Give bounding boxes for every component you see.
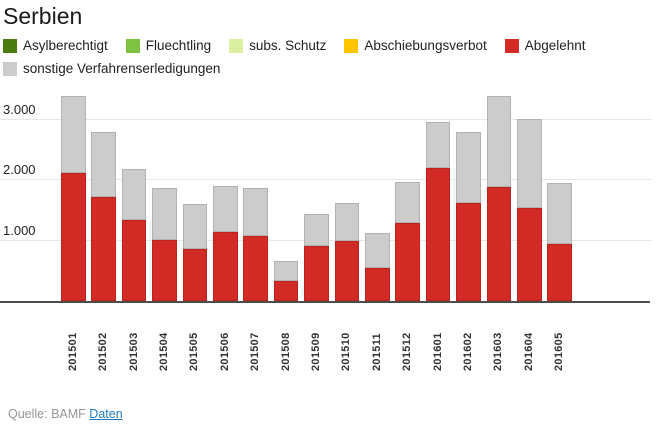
bar-segment-abgelehnt[interactable] bbox=[61, 172, 86, 301]
legend-swatch-fluechtling bbox=[125, 38, 140, 53]
legend-item-fluechtling: Fluechtling bbox=[125, 38, 212, 53]
x-axis-tick-label: 201602 bbox=[462, 332, 474, 371]
bar-segment-sonstige[interactable] bbox=[182, 203, 208, 249]
bar-segment-sonstige[interactable] bbox=[304, 213, 329, 247]
x-axis-tick-label: 201502 bbox=[97, 332, 110, 371]
bar-201603[interactable] bbox=[486, 95, 512, 301]
y-axis-tick-label: 1.000 bbox=[3, 222, 36, 238]
bar-201510[interactable] bbox=[334, 203, 360, 301]
legend-item-subs-schutz: subs. Schutz bbox=[229, 38, 326, 53]
legend-label-subs-schutz: subs. Schutz bbox=[249, 38, 327, 53]
bar-201512[interactable] bbox=[395, 182, 420, 301]
bar-201602[interactable] bbox=[456, 131, 481, 301]
bar-201605[interactable] bbox=[547, 183, 572, 301]
legend-swatch-asylberechtigt bbox=[3, 38, 17, 53]
legend-label-sonstige: sonstige Verfahrenserledigungen bbox=[23, 61, 221, 76]
chart-title: Serbien bbox=[3, 3, 83, 29]
legend-label-abgelehnt: Abgelehnt bbox=[524, 38, 586, 53]
bar-segment-sonstige[interactable] bbox=[152, 187, 177, 240]
bar-segment-sonstige[interactable] bbox=[91, 132, 116, 197]
legend-item-sonstige: sonstige Verfahrenserledigungen bbox=[3, 61, 220, 76]
bar-segment-abgelehnt[interactable] bbox=[243, 236, 268, 301]
x-axis-tick-label: 201505 bbox=[188, 332, 201, 371]
source-link[interactable]: Daten bbox=[89, 407, 123, 421]
legend-swatch-sonstige bbox=[3, 61, 17, 76]
plot-area: 1.000 2.000 3.000 bbox=[0, 89, 656, 303]
x-axis-tick-label: 201506 bbox=[218, 332, 231, 371]
bar-201503[interactable] bbox=[121, 168, 147, 301]
bar-segment-sonstige[interactable] bbox=[486, 95, 512, 187]
bar-segment-abgelehnt[interactable] bbox=[121, 220, 147, 301]
bar-segment-sonstige[interactable] bbox=[243, 188, 268, 237]
bar-segment-abgelehnt[interactable] bbox=[365, 267, 390, 301]
bar-segment-abgelehnt[interactable] bbox=[456, 202, 481, 301]
bar-201501[interactable] bbox=[61, 95, 86, 301]
bar-segment-abgelehnt[interactable] bbox=[395, 222, 420, 301]
bar-201507[interactable] bbox=[243, 188, 268, 301]
bar-segment-sonstige[interactable] bbox=[213, 186, 238, 233]
x-axis-tick-label: 201510 bbox=[340, 332, 353, 371]
bar-segment-abgelehnt[interactable] bbox=[547, 244, 572, 301]
x-axis-tick-label: 201511 bbox=[370, 333, 383, 371]
bar-segment-sonstige[interactable] bbox=[425, 121, 451, 169]
bar-201604[interactable] bbox=[517, 118, 542, 301]
x-axis-tick-label: 201504 bbox=[158, 332, 170, 371]
bar-segment-abgelehnt[interactable] bbox=[182, 248, 208, 301]
bar-segment-abgelehnt[interactable] bbox=[304, 246, 329, 301]
bar-segment-sonstige[interactable] bbox=[334, 203, 360, 241]
x-axis-tick-label: 201508 bbox=[279, 332, 292, 371]
x-axis-tick-label: 201605 bbox=[553, 332, 566, 371]
bar-segment-abgelehnt[interactable] bbox=[91, 196, 116, 301]
y-gridline-3000 bbox=[0, 119, 652, 121]
bar-201505[interactable] bbox=[182, 203, 208, 301]
x-axis-tick-label: 201603 bbox=[492, 332, 505, 371]
bar-segment-sonstige[interactable] bbox=[547, 183, 572, 245]
bar-segment-abgelehnt[interactable] bbox=[334, 240, 360, 301]
bar-segment-sonstige[interactable] bbox=[273, 261, 299, 282]
y-axis-tick-label: 3.000 bbox=[3, 102, 36, 118]
x-axis-tick-label: 201509 bbox=[310, 332, 322, 371]
bar-segment-abgelehnt[interactable] bbox=[517, 207, 542, 301]
bar-201601[interactable] bbox=[425, 121, 451, 301]
bar-segment-sonstige[interactable] bbox=[61, 95, 86, 173]
bar-201504[interactable] bbox=[152, 187, 177, 301]
x-axis-tick-label: 201512 bbox=[401, 332, 414, 371]
bar-201506[interactable] bbox=[213, 186, 238, 301]
x-axis-tick-label: 201501 bbox=[66, 332, 79, 371]
bar-segment-abgelehnt[interactable] bbox=[486, 187, 512, 301]
legend-item-abgelehnt: Abgelehnt bbox=[504, 38, 586, 53]
bar-201502[interactable] bbox=[91, 132, 116, 301]
bar-segment-sonstige[interactable] bbox=[517, 118, 542, 208]
legend-swatch-subs-schutz bbox=[229, 38, 244, 53]
legend-item-abschiebungsverbot: Abschiebungsverbot bbox=[344, 38, 487, 53]
x-axis-tick-label: 201601 bbox=[431, 332, 444, 371]
bar-segment-sonstige[interactable] bbox=[456, 131, 481, 203]
x-axis-tick-label: 201503 bbox=[127, 332, 140, 371]
legend-label-abschiebungsverbot: Abschiebungsverbot bbox=[364, 38, 487, 53]
legend: Asylberechtigt Fluechtling subs. Schutz Abs… bbox=[3, 38, 623, 76]
bar-segment-abgelehnt[interactable] bbox=[152, 239, 177, 301]
x-axis-tick-label: 201604 bbox=[522, 332, 535, 371]
bar-201508[interactable] bbox=[273, 261, 299, 301]
bar-201509[interactable] bbox=[304, 213, 329, 301]
bar-segment-sonstige[interactable] bbox=[121, 168, 147, 221]
y-axis-tick-label: 2.000 bbox=[3, 162, 36, 178]
legend-swatch-abschiebungsverbot bbox=[344, 38, 359, 53]
bar-segment-abgelehnt[interactable] bbox=[273, 281, 299, 301]
source-text: Quelle: BAMF bbox=[8, 407, 86, 421]
x-axis-tick-label: 201507 bbox=[249, 332, 262, 371]
bar-segment-sonstige[interactable] bbox=[395, 182, 420, 223]
legend-label-asylberechtigt: Asylberechtigt bbox=[23, 38, 108, 53]
legend-item-asylberechtigt: Asylberechtigt bbox=[3, 38, 108, 53]
legend-swatch-abgelehnt bbox=[504, 38, 519, 53]
y-gridline-2000 bbox=[0, 179, 652, 181]
bar-segment-sonstige[interactable] bbox=[365, 233, 390, 268]
x-axis-line bbox=[0, 301, 650, 303]
bar-201511[interactable] bbox=[365, 233, 390, 301]
bar-segment-abgelehnt[interactable] bbox=[425, 168, 451, 301]
bar-segment-abgelehnt[interactable] bbox=[213, 232, 238, 301]
source-note: Quelle: BAMF Daten bbox=[8, 407, 123, 421]
legend-label-fluechtling: Fluechtling bbox=[145, 38, 212, 53]
x-axis-labels: 201501 201502 201503 201504 201505 201506 2015… bbox=[0, 303, 656, 379]
